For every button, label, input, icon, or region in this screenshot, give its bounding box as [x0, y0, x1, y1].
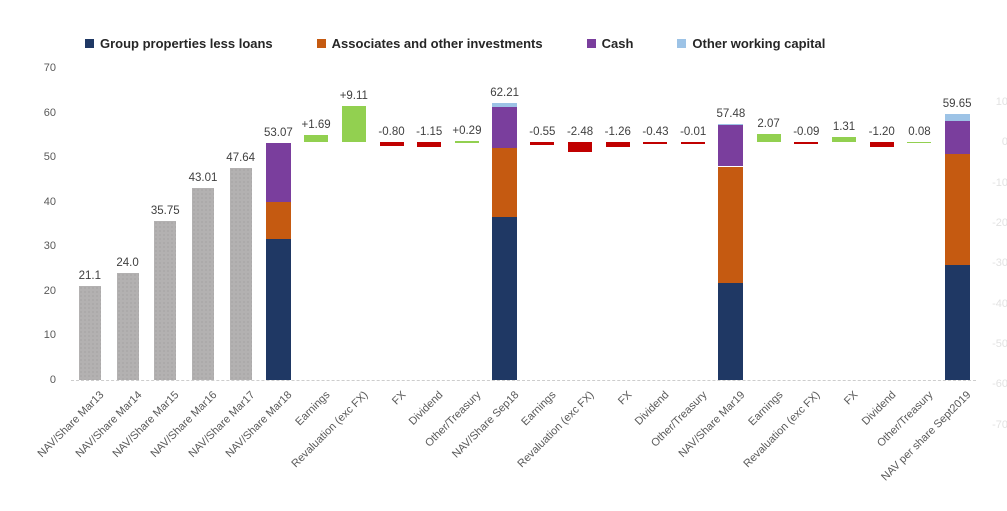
bar-value-label: -1.26: [604, 126, 631, 139]
bar-segment: [265, 202, 291, 240]
secondary-y-axis-tick-label: -40: [992, 297, 1007, 310]
bar-delta-negative: [643, 142, 668, 145]
bar-segment: [944, 114, 970, 121]
bar-value-label: -0.01: [680, 126, 707, 139]
bar-value-label: -0.09: [793, 126, 820, 139]
bar-value-label: -0.55: [529, 126, 556, 139]
bar-delta-positive: [832, 137, 857, 143]
bar-delta-negative: [605, 142, 630, 148]
y-axis-tick-label: 0: [49, 374, 56, 386]
y-axis-tick-label: 70: [43, 62, 56, 74]
bar-delta-positive: [341, 105, 366, 143]
bar-segment: [492, 106, 518, 148]
secondary-y-axis-tick-label: -70: [992, 418, 1007, 431]
bar-segment: [492, 217, 518, 380]
bar-value-label: -1.20: [868, 126, 895, 139]
bar-segment: [944, 264, 970, 380]
bar-delta-negative: [681, 142, 706, 144]
bar-value-label: +1.69: [301, 119, 331, 132]
y-axis-tick-label: 50: [43, 151, 56, 164]
bar-segment: [718, 123, 744, 126]
legend-item: Group properties less loans: [85, 36, 273, 51]
bar-value-label: -0.43: [642, 126, 669, 139]
bar-total-prior-year: [116, 273, 139, 380]
bar-value-label: -2.48: [566, 126, 594, 139]
bar-delta-positive: [907, 141, 932, 144]
bar-delta-positive: [756, 133, 781, 143]
bar-value-label: +9.11: [339, 89, 368, 102]
legend-swatch-icon: [586, 39, 596, 48]
bar-value-label: -0.80: [378, 126, 405, 139]
bar-value-label: -1.15: [416, 126, 443, 139]
y-axis-tick-label: 60: [43, 106, 56, 119]
legend-label: Other working capital: [692, 36, 826, 51]
y-axis-tick-label: 20: [43, 284, 56, 297]
bar-total-prior-year: [78, 285, 101, 380]
bar-value-label: 1.31: [832, 121, 856, 134]
secondary-y-axis-tick-label: -50: [992, 337, 1007, 350]
legend-swatch-icon: [316, 39, 326, 48]
bar-segment: [718, 166, 744, 284]
bar-delta-negative: [794, 142, 819, 144]
y-axis-tick-label: 40: [43, 195, 56, 208]
secondary-y-axis-tick-label: -20: [992, 216, 1007, 229]
bar-value-label: +0.29: [452, 125, 482, 138]
y-axis-tick-label: 10: [43, 329, 56, 342]
bar-value-label: 35.75: [150, 204, 180, 217]
legend-item: Other working capital: [677, 36, 825, 51]
bar-delta-positive: [454, 141, 479, 143]
legend-swatch-icon: [85, 39, 94, 48]
secondary-y-axis-tick-label: -30: [992, 257, 1007, 270]
bar-value-label: 57.48: [716, 107, 746, 120]
bar-delta-negative: [568, 142, 593, 153]
bar-delta-negative: [417, 142, 442, 147]
bar-value-label: 0.08: [908, 125, 931, 138]
secondary-y-axis-tick-label: -60: [992, 378, 1007, 391]
bar-value-label: 59.65: [942, 98, 972, 111]
bar-delta-positive: [304, 135, 329, 143]
bar-segment: [265, 143, 291, 203]
bar-segment: [718, 125, 744, 167]
legend-label: Cash: [601, 36, 634, 51]
secondary-y-axis-tick-label: 0: [1001, 136, 1007, 149]
y-axis-tick-label: 30: [43, 240, 56, 253]
legend-item: Associates and other investments: [316, 36, 543, 51]
bar-segment: [492, 102, 518, 107]
secondary-y-axis-tick-label: 10: [995, 95, 1007, 108]
bar-delta-negative: [530, 142, 555, 145]
bar-segment: [944, 154, 970, 265]
chart-legend: Group properties less loans Associates an…: [85, 36, 825, 51]
bar-delta-negative: [379, 142, 404, 146]
x-axis-line: [71, 380, 976, 381]
bar-segment: [265, 239, 291, 380]
bar-value-label: 2.07: [757, 117, 780, 130]
legend-label: Group properties less loans: [100, 36, 273, 51]
bar-value-label: 47.64: [226, 151, 256, 164]
legend-item: Cash: [586, 36, 634, 51]
bar-total-prior-year: [191, 188, 214, 380]
bar-value-label: 62.21: [490, 86, 520, 99]
bar-segment: [492, 147, 518, 218]
bar-segment: [718, 283, 744, 380]
bar-value-label: 24.0: [116, 257, 139, 270]
bar-segment: [944, 120, 970, 155]
bar-total-prior-year: [229, 167, 252, 380]
bar-value-label: 43.01: [188, 172, 218, 185]
bar-delta-negative: [869, 142, 894, 148]
bar-value-label: 53.07: [264, 127, 293, 140]
legend-label: Associates and other investments: [331, 36, 543, 51]
legend-swatch-icon: [677, 39, 687, 48]
bar-value-label: 21.1: [78, 269, 102, 282]
bar-total-prior-year: [154, 220, 177, 380]
secondary-y-axis-tick-label: -10: [992, 176, 1007, 189]
